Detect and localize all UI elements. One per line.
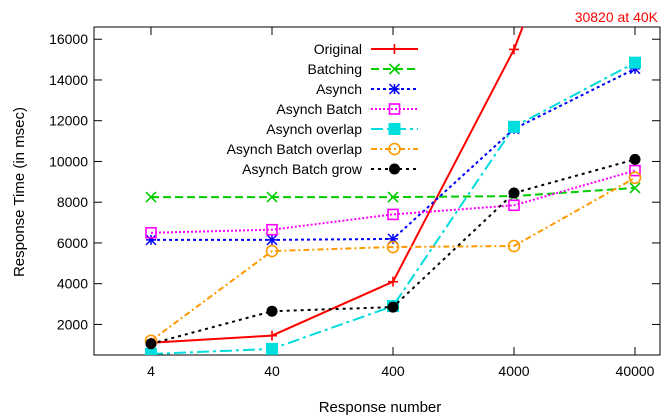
y-tick-label: 2000 xyxy=(57,316,88,332)
legend-entry: Batching xyxy=(308,61,418,77)
series-asynch-batch xyxy=(145,164,641,239)
legend-label: Asynch Batch overlap xyxy=(227,141,363,157)
y-tick-label: 6000 xyxy=(57,235,88,251)
legend-swatch-marker xyxy=(388,142,401,156)
legend-entry: Asynch overlap xyxy=(266,121,418,137)
legend-swatch-marker xyxy=(389,44,400,54)
data-point xyxy=(508,187,520,199)
x-axis-title: Response number xyxy=(319,399,442,415)
data-point xyxy=(266,223,278,236)
data-point xyxy=(145,347,157,355)
legend-entry: Asynch Batch xyxy=(276,101,418,117)
series-batching xyxy=(145,182,641,203)
x-tick-label: 40 xyxy=(264,363,280,379)
series-line xyxy=(150,169,636,234)
data-point xyxy=(387,233,399,245)
data-point xyxy=(266,342,278,355)
y-axis-title: Response Time (in msec) xyxy=(11,107,28,277)
legend-entry: Asynch Batch overlap xyxy=(227,141,418,157)
series-line xyxy=(150,61,636,355)
legend-entry: Asynch xyxy=(316,81,418,97)
y-tick-label: 16000 xyxy=(49,31,88,47)
legend-entry: Original xyxy=(314,41,418,57)
data-point xyxy=(266,234,278,246)
data-point xyxy=(629,153,641,165)
data-point xyxy=(507,239,521,253)
data-point xyxy=(267,330,277,341)
y-tick-label: 4000 xyxy=(57,276,88,292)
legend-swatch-marker xyxy=(388,83,401,95)
data-point xyxy=(145,234,157,246)
x-tick-label: 400 xyxy=(381,363,405,379)
data-point xyxy=(266,191,278,203)
data-point xyxy=(629,164,641,177)
data-point xyxy=(266,305,278,317)
y-tick-label: 14000 xyxy=(49,72,88,88)
y-tick-label: 12000 xyxy=(49,113,88,129)
data-point xyxy=(508,120,520,133)
legend-swatch-marker xyxy=(388,63,401,75)
data-point xyxy=(388,276,398,287)
legend-entry: Asynch Batch grow xyxy=(242,161,418,177)
x-tick-label: 4 xyxy=(147,363,155,379)
legend-swatch-marker xyxy=(389,163,400,175)
y-tick-label: 10000 xyxy=(49,153,88,169)
plot-frame xyxy=(93,26,661,356)
legend-label: Asynch overlap xyxy=(266,121,362,137)
legend-label: Asynch Batch grow xyxy=(242,161,363,177)
legend-swatch-marker xyxy=(388,123,401,135)
legend-label: Original xyxy=(314,41,362,57)
data-point xyxy=(629,56,641,69)
data-point xyxy=(145,191,157,203)
legend-swatch-marker xyxy=(388,103,401,115)
series-asynch-batch-grow xyxy=(145,153,641,350)
data-point xyxy=(145,226,157,239)
data-point xyxy=(629,63,641,75)
data-point xyxy=(387,191,399,203)
data-point xyxy=(265,244,279,258)
series-line xyxy=(151,186,636,199)
data-point xyxy=(508,199,520,212)
x-tick-label: 40000 xyxy=(616,363,655,379)
legend-label: Asynch Batch xyxy=(276,101,362,117)
series-original xyxy=(146,27,524,348)
data-point xyxy=(509,44,519,55)
data-point xyxy=(628,171,642,185)
series-line xyxy=(150,158,636,345)
series-asynch-batch-overlap xyxy=(144,171,642,348)
data-point xyxy=(387,208,399,221)
series-line xyxy=(150,176,636,342)
data-point xyxy=(145,338,157,350)
legend-label: Asynch xyxy=(316,81,362,97)
data-point xyxy=(386,240,400,254)
x-tick-label: 4000 xyxy=(498,363,529,379)
annotation-label: 30820 at 40K xyxy=(575,9,659,25)
data-point xyxy=(387,301,399,313)
data-point xyxy=(629,182,641,194)
legend-label: Batching xyxy=(308,61,362,77)
y-tick-label: 8000 xyxy=(57,194,88,210)
